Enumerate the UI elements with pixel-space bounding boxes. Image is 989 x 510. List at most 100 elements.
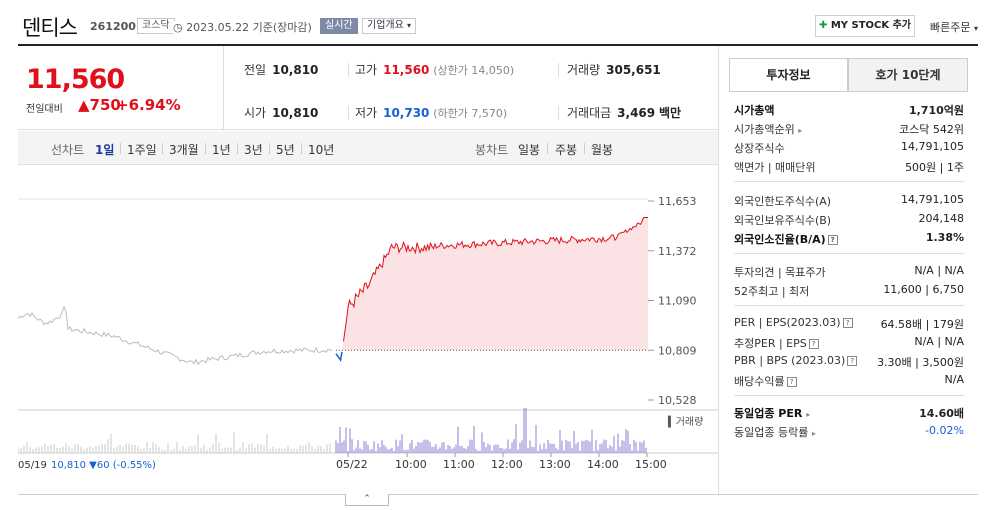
section-divider xyxy=(734,305,964,306)
tab-invest-info[interactable]: 투자정보 xyxy=(729,58,848,92)
tab-weekly[interactable]: 주봉 xyxy=(555,143,578,157)
shares-value: 14,791,105 xyxy=(901,140,964,153)
opinion-value: N/A | N/A xyxy=(914,264,964,277)
dividend-row: 배당수익률? N/A xyxy=(734,371,964,389)
help-icon[interactable]: ? xyxy=(808,339,819,349)
change-percent: +6.94% xyxy=(116,96,181,114)
quick-order-label: 빠른주문 xyxy=(930,21,971,34)
x-tick-label: 12:00 xyxy=(491,458,523,471)
help-icon[interactable]: ? xyxy=(786,377,797,387)
volume-value: 305,651 xyxy=(606,63,661,77)
foreign-hold-row: 외국인보유주식수(B) 204,148 xyxy=(734,210,964,228)
tab-1year[interactable]: 1년 xyxy=(212,143,231,157)
quick-order-dropdown[interactable]: 빠른주문 ▾ xyxy=(930,19,978,35)
sector-rate-row[interactable]: 동일업종 등락률 ▸ -0.02% xyxy=(734,422,964,440)
prev-close-value: 10,810 xyxy=(272,63,319,77)
live-button[interactable]: 실시간 xyxy=(320,18,358,34)
rank-label-text: 시가총액순위 xyxy=(734,123,795,136)
sector-rate-label: 동일업종 등락률 ▸ xyxy=(734,424,816,440)
company-info-label: 기업개요 xyxy=(367,20,404,31)
est-per-label-text: 추정PER | EPS xyxy=(734,337,807,350)
tab-1week[interactable]: 1주일 xyxy=(127,143,157,157)
cell-divider xyxy=(558,63,559,77)
quote-divider xyxy=(223,46,224,130)
foreign-ratio-label: 외국인소진율(B/A)? xyxy=(734,231,838,247)
pbr-row: PBR | BPS (2023.03)? 3.30배 | 3,500원 xyxy=(734,352,964,370)
tab-hoga-10[interactable]: 호가 10단계 xyxy=(848,58,968,92)
prev-day-series-line xyxy=(17,305,333,366)
per-value: 64.58배 | 179원 xyxy=(880,318,964,331)
tab-5year[interactable]: 5년 xyxy=(276,143,295,157)
sector-per-row[interactable]: 동일업종 PER ▸ 14.60배 xyxy=(734,403,964,421)
sector-per-label-text: 동일업종 PER xyxy=(734,407,803,420)
tab-10year[interactable]: 10년 xyxy=(308,143,335,157)
volume-label: 거래량 xyxy=(567,63,601,77)
low-label: 저가 xyxy=(355,106,378,120)
foreign-limit-value: 14,791,105 xyxy=(901,193,964,206)
candle-chart-label: 봉차트 xyxy=(475,143,509,157)
shares-row: 상장주식수 14,791,105 xyxy=(734,138,964,156)
today-down-segment xyxy=(335,351,343,362)
52week-label: 52주최고 | 최저 xyxy=(734,285,810,298)
chevron-right-icon: ▸ xyxy=(811,429,816,438)
stock-header: 덴티스 261200 코스닥 ◷ 2023.05.22 기준(장마감) 실시간 … xyxy=(0,0,989,44)
prev-day-summary: 10,810 ▼60 (-0.55%) xyxy=(51,460,156,471)
line-chart-label: 선차트 xyxy=(51,143,85,157)
tab-divider xyxy=(237,143,238,154)
dividend-value: N/A xyxy=(944,373,964,386)
tab-divider xyxy=(162,143,163,154)
plus-icon: ✚ xyxy=(818,20,828,31)
intraday-chart[interactable]: 11,653 11,372 11,090 10,809 10,528 ▍거래량 05/22 1… xyxy=(17,165,718,495)
high-label: 고가 xyxy=(355,63,378,77)
amount-value: 3,469 xyxy=(617,106,656,120)
clock-icon: ◷ xyxy=(173,21,183,34)
change-label: 전일대비 xyxy=(26,104,63,115)
collapse-handle[interactable]: ⌃ xyxy=(345,494,389,506)
quote-panel: 11,560 전일대비 ▲750 +6.94% 전일 10,810 고가 11,56… xyxy=(18,46,718,130)
y-tick-label: 11,653 xyxy=(658,195,697,208)
current-price: 11,560 xyxy=(26,64,125,95)
help-icon[interactable]: ? xyxy=(827,235,838,245)
x-tick-label: 15:00 xyxy=(635,458,667,471)
tab-divider xyxy=(269,143,270,154)
tab-daily[interactable]: 일봉 xyxy=(518,143,541,157)
foreign-limit-row: 외국인한도주식수(A) 14,791,105 xyxy=(734,191,964,209)
opinion-row: 투자의견 | 목표주가 N/A | N/A xyxy=(734,262,964,280)
foreign-ratio-row: 외국인소진율(B/A)? 1.38% xyxy=(734,229,964,247)
market-cap-row: 시가총액 1,710억원 xyxy=(734,100,964,118)
company-info-dropdown[interactable]: 기업개요 ▾ xyxy=(362,18,417,34)
add-my-stock-label: MY STOCK 추가 xyxy=(830,20,912,31)
change-value: ▲750 xyxy=(78,96,121,114)
y-tick-label: 10,528 xyxy=(658,394,697,407)
low-value: 10,730 xyxy=(383,106,430,120)
prev-close-cell: 전일 10,810 xyxy=(244,61,318,78)
tab-1day[interactable]: 1일 xyxy=(95,143,115,157)
par-label: 액면가 | 매매단위 xyxy=(734,161,816,174)
low-cell: 저가 10,730 (하한가 7,570) xyxy=(355,104,507,121)
add-my-stock-button[interactable]: ✚ MY STOCK 추가 xyxy=(815,15,915,37)
volume-cell: 거래량 305,651 xyxy=(567,61,661,78)
tab-divider xyxy=(205,143,206,154)
rank-label: 시가총액순위 ▸ xyxy=(734,121,802,137)
help-icon[interactable]: ? xyxy=(842,318,853,328)
sector-rate-value: -0.02% xyxy=(925,424,964,437)
dividend-label-text: 배당수익률 xyxy=(734,375,785,388)
open-label: 시가 xyxy=(244,106,267,120)
foreign-hold-value: 204,148 xyxy=(918,212,965,225)
period-tabs: 선차트 1일 1주일 3개월 1년 3년 5년 10년 봉차트 일봉 주봉 월봉 xyxy=(18,131,718,165)
stock-code: 261200 xyxy=(90,20,136,33)
section-divider xyxy=(734,181,964,182)
rank-row[interactable]: 시가총액순위 ▸ 코스닥 542위 xyxy=(734,119,964,137)
tab-monthly[interactable]: 월봉 xyxy=(591,143,614,157)
opinion-label: 투자의견 | 목표주가 xyxy=(734,266,826,279)
foreign-limit-label: 외국인한도주식수(A) xyxy=(734,195,832,208)
y-tick-label: 11,090 xyxy=(658,295,697,308)
shares-label: 상장주식수 xyxy=(734,142,785,155)
x-tick-label: 14:00 xyxy=(587,458,619,471)
tab-underline xyxy=(729,91,968,92)
tab-3year[interactable]: 3년 xyxy=(244,143,263,157)
tab-3month[interactable]: 3개월 xyxy=(169,143,199,157)
section-divider xyxy=(734,253,964,254)
est-per-row: 추정PER | EPS? N/A | N/A xyxy=(734,333,964,351)
help-icon[interactable]: ? xyxy=(847,356,858,366)
